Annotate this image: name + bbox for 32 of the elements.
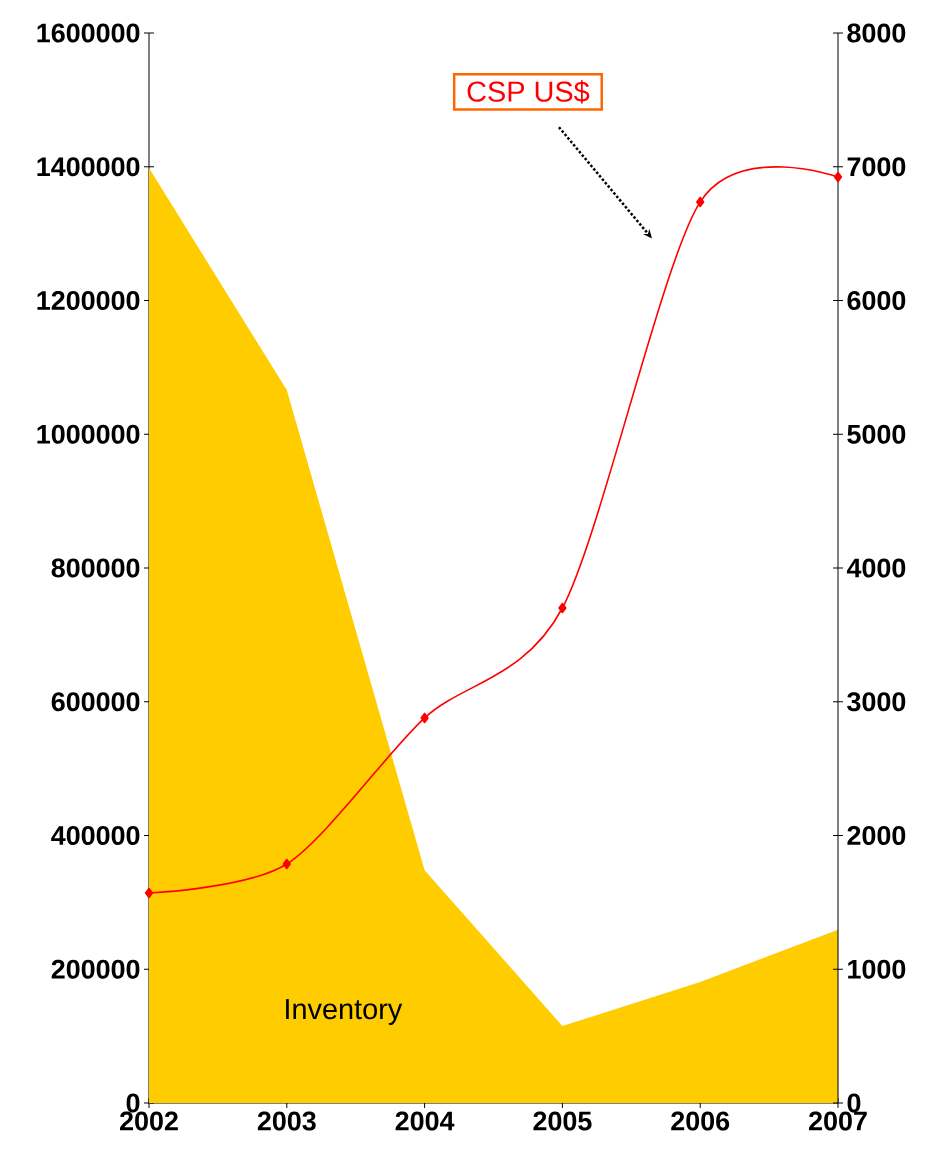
x-tick-label: 2003: [257, 1111, 316, 1131]
point: [696, 196, 705, 208]
y-tick-label: 0: [126, 1093, 140, 1113]
series-label: Inventory: [286, 999, 403, 1025]
y-tick-label: 1400000: [37, 157, 140, 177]
y2-tick-label: 0: [847, 1093, 861, 1113]
x-tick-label: 2006: [671, 1111, 730, 1131]
y-tick-label: 200000: [51, 959, 140, 979]
point: [833, 171, 843, 183]
x-tick-label: 2004: [395, 1111, 455, 1131]
x-tick-label: 2007: [809, 1111, 867, 1131]
y2-tick-label: 3000: [847, 692, 906, 712]
y2-tick-label: 1000: [848, 959, 906, 979]
y-tick-label: 600000: [51, 692, 140, 712]
y2-tick-label: 2000: [847, 825, 906, 846]
point: [558, 602, 567, 614]
y-tick-label: 400000: [51, 825, 140, 846]
point: [420, 712, 429, 724]
x-tick-label: 2005: [533, 1111, 592, 1131]
y2-tick-label: 6000: [847, 291, 906, 311]
text: CSP US$: [467, 80, 590, 104]
y-tick-label: 1600000: [37, 23, 140, 43]
point: [282, 858, 291, 870]
y-tick-label: 800000: [51, 558, 140, 578]
x-tick-label: 2002: [120, 1111, 178, 1131]
y-tick-label: 1200000: [37, 290, 140, 311]
y2-tick-label: 7000: [847, 157, 906, 177]
y-tick-label: 1000000: [37, 424, 140, 444]
y2-tick-label: 4000: [846, 558, 906, 578]
y2-tick-label: 5000: [847, 424, 906, 444]
y2-tick-label: 8000: [847, 23, 906, 43]
point: [144, 887, 154, 899]
